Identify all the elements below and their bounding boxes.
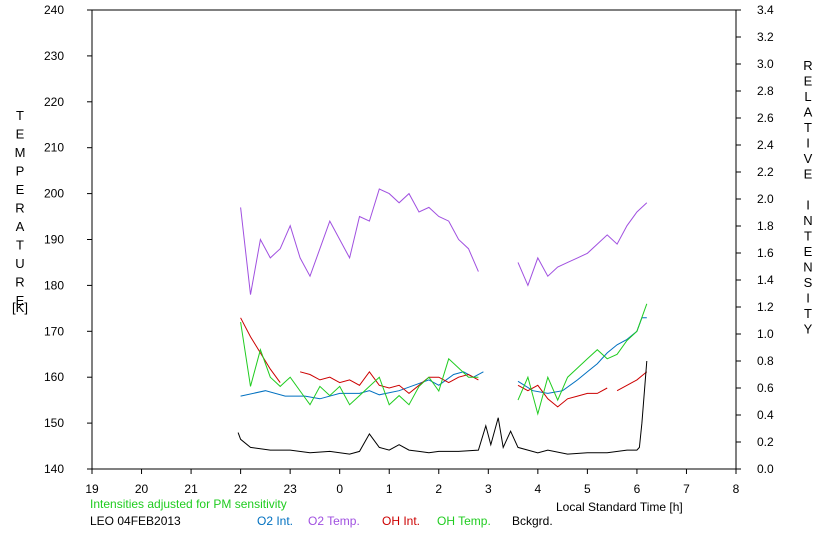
y-right-tick-label: 2.8 xyxy=(757,84,774,98)
y-right-tick-label: 0.4 xyxy=(757,408,774,422)
y-right-tick-label: 3.4 xyxy=(757,3,774,17)
x-tick-label: 4 xyxy=(535,482,542,496)
y-left-title-letter: R xyxy=(15,201,24,216)
y-right-title-letter: L xyxy=(804,89,811,104)
y-right-tick-label: 1.2 xyxy=(757,300,774,314)
y-left-title-letter: M xyxy=(15,145,26,160)
y-right-title-letter: I xyxy=(806,291,810,306)
y-right-tick-label: 2.0 xyxy=(757,192,774,206)
y-left-title-letter: E xyxy=(16,182,25,197)
legend-oh-int: OH Int. xyxy=(382,514,421,528)
y-left-tick-label: 220 xyxy=(44,95,64,109)
x-tick-label: 0 xyxy=(336,482,343,496)
y-left-title-letter: R xyxy=(15,275,24,290)
y-right-title-letter: T xyxy=(804,120,812,135)
y-right-title-letter: I xyxy=(806,198,810,213)
y-right-title-letter: I xyxy=(806,136,810,151)
y-right-tick-label: 1.0 xyxy=(757,327,774,341)
y-right-tick-label: 1.8 xyxy=(757,219,774,233)
y-left-title-letter: U xyxy=(15,256,24,271)
y-right-title-letter: E xyxy=(804,167,813,182)
x-tick-label: 22 xyxy=(234,482,248,496)
x-tick-label: 3 xyxy=(485,482,492,496)
y-left-tick-label: 230 xyxy=(44,49,64,63)
y-left-tick-label: 240 xyxy=(44,3,64,17)
y-right-title-letter: E xyxy=(804,74,813,89)
series-line-bckgrd xyxy=(237,360,648,455)
legend-oh-temp: OH Temp. xyxy=(437,514,491,528)
series-line-o2-int xyxy=(240,317,647,400)
y-right-tick-label: 0.6 xyxy=(757,381,774,395)
series-line-o2-temp xyxy=(240,188,648,295)
x-axis-title: Local Standard Time [h] xyxy=(556,500,683,514)
y-right-tick-label: 2.6 xyxy=(757,111,774,125)
x-tick-label: 7 xyxy=(683,482,690,496)
y-right-title-letter: S xyxy=(804,275,813,290)
y-right-title-letter: T xyxy=(804,306,812,321)
y-left-unit-label: [K] xyxy=(12,300,28,315)
x-tick-label: 5 xyxy=(584,482,591,496)
y-right-tick-label: 1.4 xyxy=(757,273,774,287)
y-left-title-letter: E xyxy=(16,127,25,142)
y-right-tick-label: 0.2 xyxy=(757,435,774,449)
y-right-title-letter: R xyxy=(803,58,812,73)
y-right-title-letter: Y xyxy=(804,322,813,337)
y-left-title-letter: P xyxy=(16,164,25,179)
y-left-title-letter: E xyxy=(16,293,25,308)
y-right-tick-label: 3.2 xyxy=(757,30,774,44)
y-right-tick-label: 1.6 xyxy=(757,246,774,260)
pm-sensitivity-note: Intensities adjusted for PM sensitivity xyxy=(90,497,287,511)
y-right-title-letter: N xyxy=(803,213,812,228)
y-right-tick-label: 3.0 xyxy=(757,57,774,71)
legend-o2-temp: O2 Temp. xyxy=(308,514,360,528)
y-right-tick-label: 2.4 xyxy=(757,138,774,152)
x-tick-label: 8 xyxy=(733,482,740,496)
x-tick-label: 23 xyxy=(283,482,297,496)
y-right-tick-label: 0.8 xyxy=(757,354,774,368)
y-right-tick-label: 2.2 xyxy=(757,165,774,179)
y-left-tick-label: 200 xyxy=(44,187,64,201)
series-line-oh-temp xyxy=(240,303,648,416)
x-tick-label: 2 xyxy=(435,482,442,496)
y-left-title-letter: T xyxy=(16,238,24,253)
y-right-tick-label: 0.0 xyxy=(757,462,774,476)
plot-frame xyxy=(91,9,737,470)
y-left-tick-label: 170 xyxy=(44,324,64,338)
y-right-title-letter: V xyxy=(804,151,813,166)
series-line-oh-int xyxy=(240,317,648,408)
legend-bckgrd: Bckgrd. xyxy=(512,514,553,528)
x-tick-label: 19 xyxy=(85,482,99,496)
y-left-title-letter: A xyxy=(16,219,25,234)
x-tick-label: 1 xyxy=(386,482,393,496)
x-tick-label: 21 xyxy=(184,482,198,496)
legend-o2-int: O2 Int. xyxy=(257,514,294,528)
y-left-title-letter: T xyxy=(16,108,24,123)
site-date-label: LEO 04FEB2013 xyxy=(90,514,181,528)
y-left-tick-label: 210 xyxy=(44,141,64,155)
x-tick-label: 6 xyxy=(634,482,641,496)
y-left-tick-label: 160 xyxy=(44,370,64,384)
y-right-title-letter: N xyxy=(803,260,812,275)
y-right-title-letter: T xyxy=(804,229,812,244)
y-left-tick-label: 150 xyxy=(44,416,64,430)
y-right-title-letter: A xyxy=(804,105,813,120)
y-right-title-letter: E xyxy=(804,244,813,259)
y-left-tick-label: 190 xyxy=(44,233,64,247)
x-tick-label: 20 xyxy=(135,482,149,496)
y-left-tick-label: 180 xyxy=(44,278,64,292)
y-left-tick-label: 140 xyxy=(44,462,64,476)
